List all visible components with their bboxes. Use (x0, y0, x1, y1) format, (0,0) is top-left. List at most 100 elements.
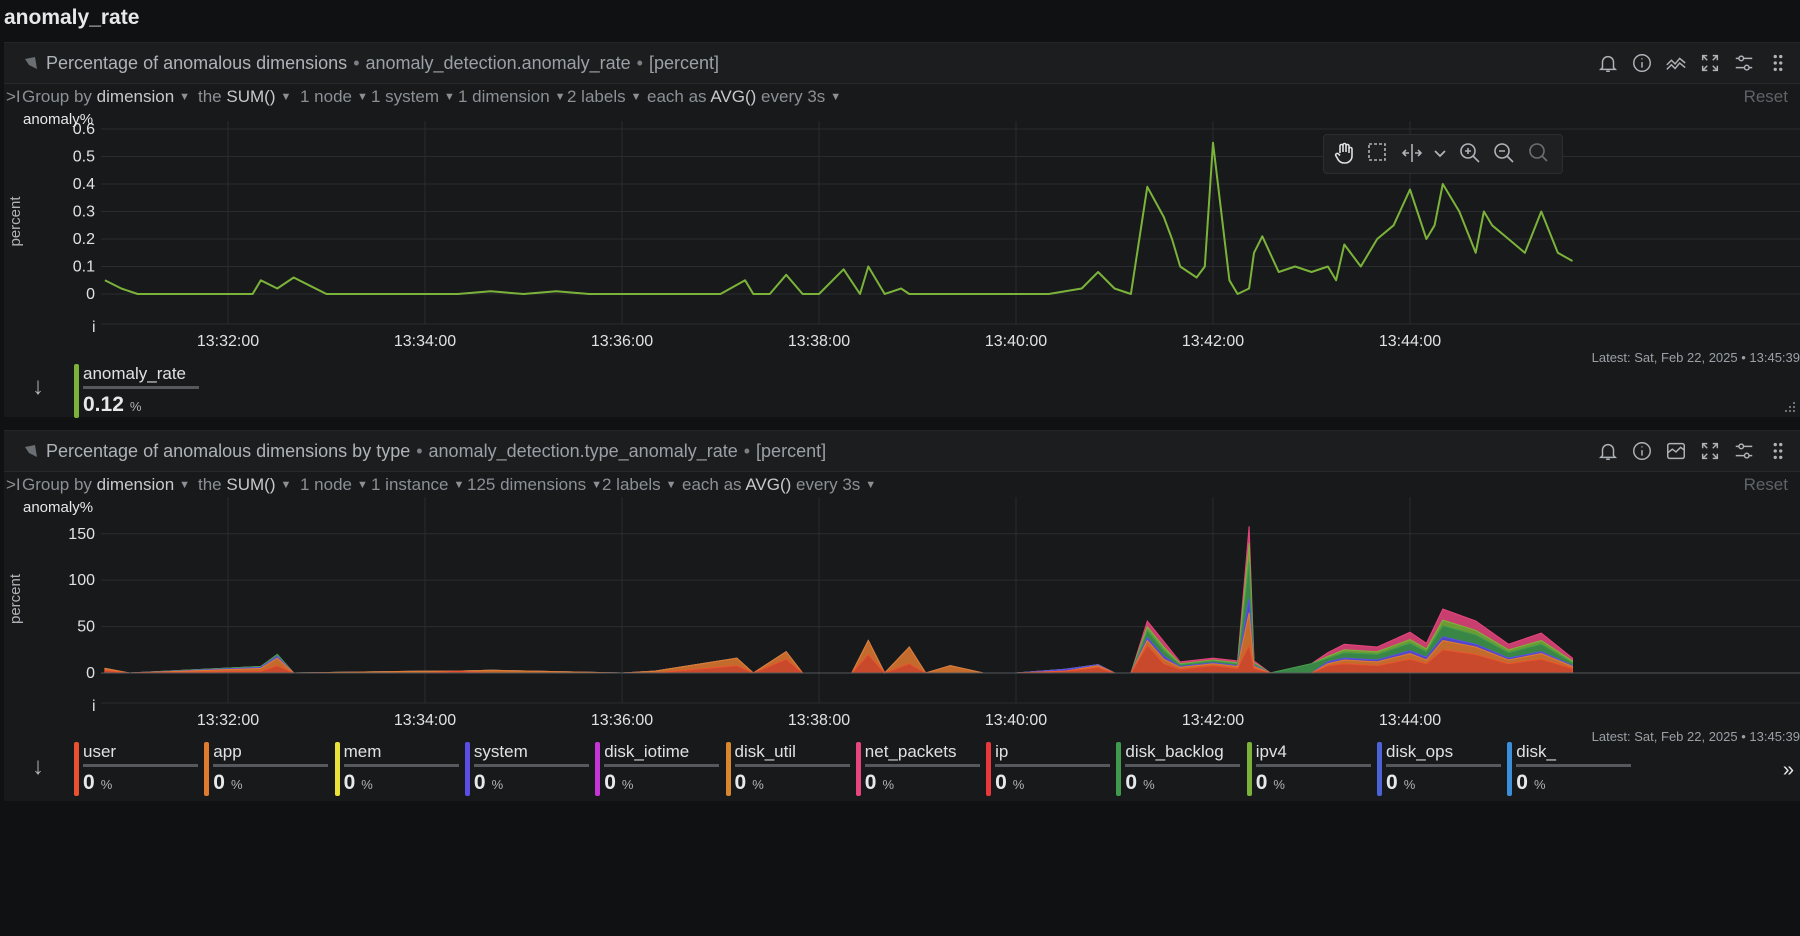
panel-header: Percentage of anomalous dimensions • anoma… (4, 43, 1800, 84)
legend-item-value: 0% (864, 771, 895, 794)
reset-button[interactable]: Reset (1743, 87, 1788, 106)
x-tick-label: 13:38:00 (788, 333, 850, 350)
legend-item-name: disk_ (1516, 742, 1556, 761)
y-axis-label: percent (7, 573, 24, 624)
reset-button[interactable]: Reset (1743, 475, 1788, 494)
legend-item-disk_util[interactable]: disk_util 0% (725, 742, 856, 796)
legend-item-ipv4[interactable]: ipv4 0% (1246, 742, 1377, 796)
y-tick-label: 0 (86, 286, 95, 303)
arrow-down-icon[interactable]: ↓ (32, 373, 44, 400)
group-by-prefix: Group by (22, 475, 92, 494)
separator-dot: • (743, 441, 751, 461)
legend-item-user[interactable]: user 0% (74, 742, 204, 796)
x-tick-label: 13:42:00 (1182, 333, 1244, 350)
legend-item-disk_backlog[interactable]: disk_backlog 0% (1116, 742, 1246, 796)
fullscreen-icon[interactable] (1698, 51, 1722, 75)
legend-item-value: 0% (734, 771, 764, 794)
line-chart[interactable]: 13:32:00 13:34:00 13:36:00 13:38:00 13:40:00… (4, 107, 1800, 351)
aggregation-dropdown[interactable]: the SUM() ▼ (198, 87, 291, 107)
stacked-area-chart[interactable]: 13:32:00 13:34:00 13:36:00 13:38:00 13:40:00… (4, 495, 1800, 727)
time-aggregation-dropdown[interactable]: each as AVG() every 3s ▼ (647, 87, 841, 107)
legend-item-mem[interactable]: mem 0% (334, 742, 465, 796)
chevron-down-icon[interactable] (1428, 141, 1446, 167)
chevron-down-icon: ▼ (665, 479, 677, 491)
select-area-icon[interactable] (1366, 141, 1392, 167)
legend-color-swatch (595, 742, 601, 796)
legend-color-swatch (1507, 742, 1513, 796)
info-icon[interactable] (1630, 439, 1654, 463)
legend-item-anomaly_rate[interactable]: anomaly_rate 0.12% (74, 364, 234, 418)
chart-type-line-icon[interactable] (1664, 51, 1688, 75)
reset-zoom-icon[interactable] (1526, 141, 1552, 167)
legend-underline (473, 764, 589, 767)
legend-item-value: 0% (1255, 771, 1285, 794)
time-agg-value: AVG() (710, 87, 757, 106)
chart-plot-area[interactable]: 13:32:00 13:34:00 13:36:00 13:38:00 13:40:00… (4, 495, 1800, 727)
x-tick-label: 13:32:00 (197, 333, 259, 350)
drag-handle-icon[interactable] (24, 56, 38, 70)
zoom-in-icon[interactable] (1458, 141, 1484, 167)
collapse-toolbar-icon[interactable]: >I (6, 475, 21, 494)
dimensions-dropdown[interactable]: 125 dimensions ▼ (467, 475, 602, 495)
legend-color-swatch (855, 742, 861, 796)
legend-item-ip[interactable]: ip 0% (986, 742, 1116, 796)
arrow-down-icon[interactable]: ↓ (32, 753, 44, 780)
drag-dots-icon[interactable] (1766, 51, 1790, 75)
x-tick-label: 13:38:00 (788, 712, 850, 727)
separator-dot: • (353, 53, 360, 73)
settings-sliders-icon[interactable] (1732, 439, 1756, 463)
group-by-dropdown[interactable]: Group by dimension ▼ (22, 87, 190, 107)
drag-dots-icon[interactable] (1766, 439, 1790, 463)
instances-label: 1 instance (371, 475, 449, 494)
labels-dropdown[interactable]: 2 labels ▼ (567, 87, 642, 107)
legend-item-value: 0% (1386, 771, 1416, 794)
legend-item-disk_ops[interactable]: disk_ops 0% (1377, 742, 1507, 796)
bell-icon[interactable] (1596, 439, 1620, 463)
legend-item-value: 0% (83, 771, 113, 794)
chevron-down-icon: ▼ (591, 479, 602, 491)
zoom-out-icon[interactable] (1492, 141, 1518, 167)
section-title: anomaly_rate (4, 6, 140, 29)
legend-underline (734, 764, 850, 767)
chart-plot-area[interactable]: 13:32:00 13:34:00 13:36:00 13:38:00 13:40:00… (4, 107, 1800, 351)
legend-item-system[interactable]: system 0% (464, 742, 595, 796)
legend-item-net_packets[interactable]: net_packets 0% (855, 742, 986, 796)
time-aggregation-dropdown[interactable]: each as AVG() every 3s ▼ (682, 475, 876, 495)
legend-item-disk_iotime[interactable]: disk_iotime 0% (595, 742, 725, 796)
legend-item-name: disk_iotime (604, 742, 690, 761)
y-tick-label: 0.6 (73, 121, 95, 138)
settings-sliders-icon[interactable] (1732, 51, 1756, 75)
legend-item-app[interactable]: app 0% (204, 742, 334, 796)
bell-icon[interactable] (1596, 51, 1620, 75)
info-icon[interactable] (1630, 51, 1654, 75)
instances-dropdown[interactable]: 1 instance ▼ (371, 475, 464, 495)
labels-dropdown[interactable]: 2 labels ▼ (602, 475, 677, 495)
legend-item-disk_[interactable]: disk_ 0% (1507, 742, 1637, 796)
pan-hand-icon[interactable] (1332, 141, 1358, 167)
chevron-down-icon: ▼ (830, 91, 842, 103)
legend-item-name: anomaly_rate (83, 364, 187, 383)
legend-underline (995, 764, 1111, 767)
y-tick-label: 0 (86, 665, 95, 682)
nodes-dropdown[interactable]: 1 node ▼ (300, 475, 368, 495)
chart-type-area-icon[interactable] (1664, 439, 1688, 463)
aggregation-prefix: the (198, 475, 222, 494)
dimensions-dropdown[interactable]: 1 dimension ▼ (458, 87, 566, 107)
fullscreen-icon[interactable] (1698, 439, 1722, 463)
header-actions (1596, 439, 1790, 463)
instances-dropdown[interactable]: 1 system ▼ (371, 87, 455, 107)
group-by-dropdown[interactable]: Group by dimension ▼ (22, 475, 190, 495)
legend-underline (1386, 764, 1501, 767)
scroll-right-icon[interactable]: » (1782, 759, 1794, 781)
x-tick-label: 13:32:00 (197, 712, 259, 727)
legend-color-swatch (986, 742, 992, 796)
dimensions-label: 125 dimensions (467, 475, 587, 494)
nodes-dropdown[interactable]: 1 node ▼ (300, 87, 368, 107)
aggregation-prefix: the (198, 87, 222, 106)
drag-handle-icon[interactable] (24, 444, 38, 458)
group-by-value: dimension (96, 475, 175, 494)
horizontal-resize-icon[interactable] (1400, 141, 1426, 167)
collapse-toolbar-icon[interactable]: >I (6, 87, 21, 106)
resize-handle-icon[interactable] (1784, 401, 1796, 413)
aggregation-dropdown[interactable]: the SUM() ▼ (198, 475, 291, 495)
